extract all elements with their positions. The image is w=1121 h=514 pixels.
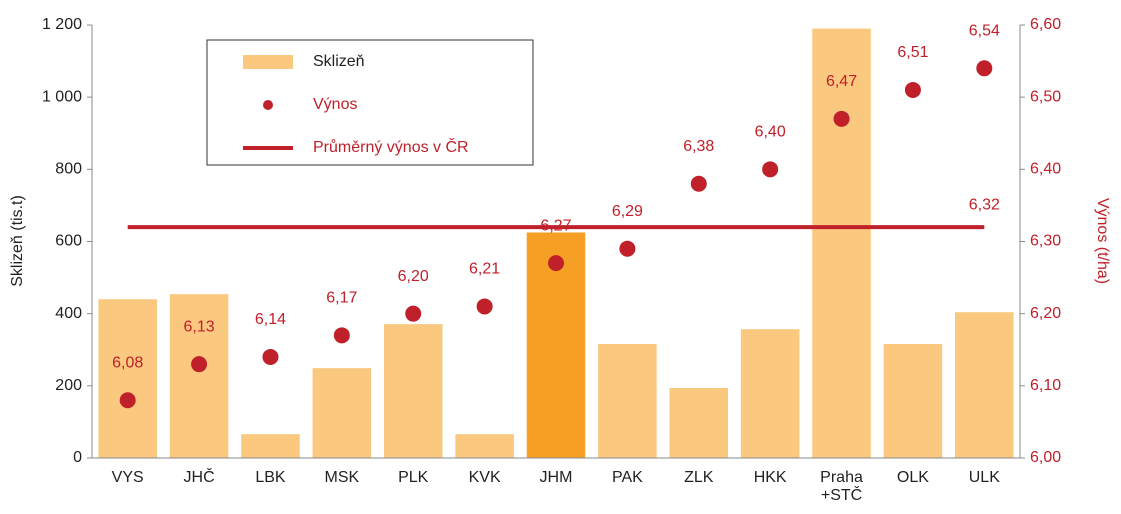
yield-dot bbox=[762, 161, 779, 178]
y-tick-label: 800 bbox=[55, 161, 82, 178]
bar bbox=[169, 294, 229, 458]
x-tick-label: JHM bbox=[540, 469, 573, 486]
yield-dot bbox=[119, 392, 136, 409]
x-tick-label: HKK bbox=[754, 469, 787, 486]
bar bbox=[383, 324, 443, 458]
legend-swatch bbox=[243, 55, 293, 69]
bar bbox=[883, 343, 943, 458]
legend-swatch bbox=[263, 100, 273, 110]
yield-dot bbox=[191, 356, 208, 373]
data-label: 6,27 bbox=[540, 217, 571, 234]
y2-axis-title: Výnos (t/ha) bbox=[1094, 198, 1111, 284]
yield-dot bbox=[548, 255, 564, 272]
average-label: 6,32 bbox=[969, 196, 1000, 213]
x-tick-label: Praha +STČ bbox=[820, 469, 863, 504]
data-label: 6,51 bbox=[897, 44, 928, 61]
data-label: 6,14 bbox=[255, 311, 286, 328]
x-tick-label: KVK bbox=[469, 469, 501, 486]
data-label: 6,47 bbox=[826, 73, 857, 90]
x-tick-label: PLK bbox=[398, 469, 429, 486]
data-label: 6,17 bbox=[326, 290, 357, 307]
x-tick-label: LBK bbox=[255, 469, 286, 486]
y-tick-label: 600 bbox=[55, 233, 82, 250]
y-tick-label: 0 bbox=[73, 449, 82, 466]
yield-dot bbox=[333, 327, 350, 344]
x-tick-label: VYS bbox=[112, 469, 144, 486]
x-tick-label: ULK bbox=[969, 469, 1000, 486]
y2-tick-label: 6,00 bbox=[1030, 449, 1061, 466]
yield-dot bbox=[833, 110, 850, 127]
legend-label: Sklizeň bbox=[313, 53, 365, 70]
bar bbox=[598, 343, 657, 458]
y-tick-label: 200 bbox=[55, 377, 82, 394]
bar bbox=[98, 299, 157, 458]
data-label: 6,54 bbox=[969, 23, 1000, 40]
bar bbox=[455, 434, 514, 458]
x-tick-label: ZLK bbox=[684, 469, 714, 486]
y2-tick-label: 6,30 bbox=[1030, 233, 1061, 250]
yield-dot bbox=[405, 305, 422, 322]
data-label: 6,29 bbox=[612, 203, 643, 220]
y2-tick-label: 6,50 bbox=[1030, 88, 1061, 105]
bar bbox=[669, 387, 729, 458]
bar bbox=[812, 28, 871, 458]
y-tick-label: 400 bbox=[55, 305, 82, 322]
legend-label: Výnos bbox=[313, 96, 357, 113]
x-tick-label: OLK bbox=[897, 469, 929, 486]
y-tick-label: 1 000 bbox=[42, 88, 82, 105]
x-tick-label: JHČ bbox=[184, 467, 215, 486]
y2-tick-label: 6,60 bbox=[1030, 16, 1061, 33]
yield-dot bbox=[690, 175, 707, 192]
data-label: 6,08 bbox=[112, 354, 143, 371]
legend-label: Průměrný výnos v ČR bbox=[313, 137, 469, 156]
bar bbox=[312, 368, 372, 458]
data-label: 6,40 bbox=[755, 124, 786, 141]
bar bbox=[955, 312, 1014, 458]
yield-dot bbox=[619, 240, 636, 257]
yield-dot bbox=[476, 298, 493, 315]
y2-tick-label: 6,20 bbox=[1030, 305, 1061, 322]
y2-tick-label: 6,40 bbox=[1030, 161, 1061, 178]
data-label: 6,38 bbox=[683, 138, 714, 155]
data-label: 6,20 bbox=[398, 268, 429, 285]
yield-dot bbox=[904, 81, 921, 98]
x-tick-label: PAK bbox=[612, 469, 643, 486]
y-axis-title: Sklizeň (tis.t) bbox=[9, 195, 26, 287]
y2-tick-label: 6,10 bbox=[1030, 377, 1061, 394]
yield-dot bbox=[976, 60, 993, 77]
y-tick-label: 1 200 bbox=[42, 16, 82, 33]
legend: Sklizeň Výnos Průměrný výnos v ČR bbox=[206, 39, 534, 166]
yield-dot bbox=[262, 348, 279, 365]
data-label: 6,21 bbox=[469, 261, 500, 278]
data-label: 6,13 bbox=[184, 318, 215, 335]
bar bbox=[241, 434, 300, 458]
bar bbox=[740, 329, 800, 458]
x-tick-label: MSK bbox=[325, 469, 360, 486]
